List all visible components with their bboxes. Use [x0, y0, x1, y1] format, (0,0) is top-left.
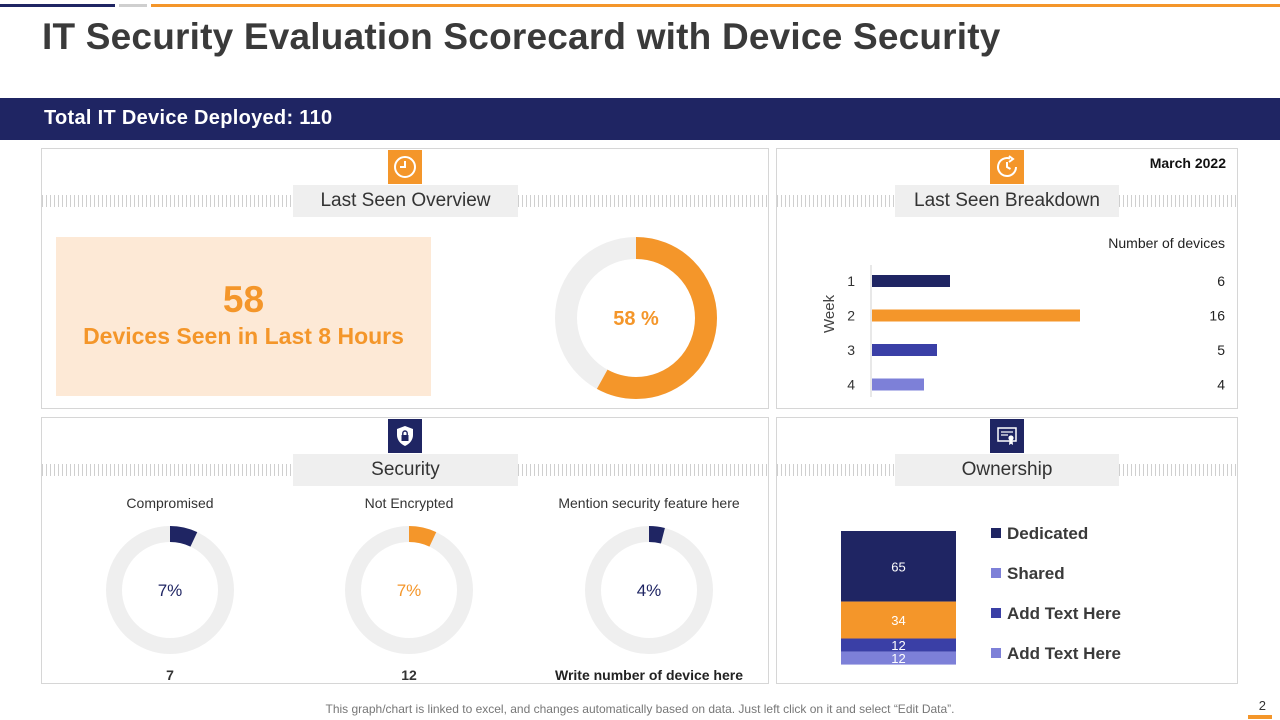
panel-stripe [518, 195, 769, 207]
security-donut: 7% [345, 526, 473, 654]
breakdown-bar [872, 344, 937, 356]
panel-stripe [518, 464, 769, 476]
ownership-bar-segment [841, 531, 956, 602]
ownership-panel: Ownership 65 34 12 12 Dedicated Shared Add Tex… [776, 417, 1238, 684]
breakdown-value-label: 5 [1217, 342, 1225, 358]
devices-seen-count: 58 [222, 279, 265, 320]
devices-seen-label: Devices Seen in Last 8 Hours [83, 323, 404, 349]
footer-note: This graph/chart is linked to excel, and… [325, 702, 955, 716]
ownership-segment-label: 12 [891, 638, 905, 653]
page-number: 2 [1258, 698, 1266, 713]
devices-seen-card: 58 Devices Seen in Last 8 Hours [56, 237, 431, 396]
legend-swatch [991, 648, 1001, 658]
ownership-segment-label: 12 [891, 651, 905, 666]
breakdown-bar [872, 378, 924, 391]
panel-title: Last Seen Breakdown [895, 185, 1119, 217]
panel-stripe [42, 195, 293, 207]
last-seen-breakdown-panel: Last Seen Breakdown March 2022 Number of… [776, 148, 1238, 409]
panel-title: Last Seen Overview [293, 185, 518, 217]
breakdown-bar-chart: 1 62 163 54 4 [847, 265, 1225, 397]
legend-label: Shared [1007, 564, 1065, 583]
donut-percent-label: 58 % [613, 308, 659, 330]
legend-swatch [991, 568, 1001, 578]
security-panel: Security Compromised Not Encrypted Menti… [41, 417, 769, 684]
clock-refresh-icon [990, 150, 1024, 184]
donut-arc [106, 526, 234, 654]
panel-title: Ownership [895, 454, 1119, 486]
security-item-label: Compromised [126, 495, 214, 511]
top-accent-gray [119, 4, 147, 7]
panel-stripe [1119, 464, 1237, 476]
legend-label: Add Text Here [1007, 644, 1121, 663]
security-item-label: Not Encrypted [364, 495, 454, 511]
legend-label: Dedicated [1007, 524, 1088, 543]
breakdown-value-label: 4 [1217, 377, 1225, 393]
breakdown-category-label: 1 [847, 273, 855, 289]
breakdown-date: March 2022 [1149, 155, 1226, 171]
donut-arc [555, 237, 717, 399]
clock-icon [388, 150, 422, 184]
security-item-count: 12 [401, 667, 417, 683]
donut-arc [585, 526, 713, 654]
legend-swatch [991, 528, 1001, 538]
breakdown-category-label: 3 [847, 342, 855, 358]
security-item-count: Write number of device here [554, 667, 743, 683]
breakdown-value-header: Number of devices [1108, 235, 1225, 251]
top-accent-orange [151, 4, 1280, 7]
page-number-underline [1248, 715, 1272, 719]
breakdown-value-label: 6 [1217, 273, 1225, 289]
legend-swatch [991, 608, 1001, 618]
ownership-segment-label: 34 [891, 613, 905, 628]
breakdown-bar [872, 275, 950, 287]
breakdown-value-label: 16 [1209, 308, 1225, 324]
last-seen-donut: 58 % [555, 237, 717, 399]
top-accent-navy [0, 4, 115, 7]
panel-stripe [777, 464, 895, 476]
panel-stripe [42, 464, 293, 476]
certificate-icon [990, 419, 1024, 453]
security-item-label: Mention security feature here [558, 495, 740, 511]
panel-stripe [777, 195, 895, 207]
panel-title: Security [293, 454, 518, 486]
donut-arc [345, 526, 473, 654]
breakdown-bar [872, 309, 1080, 322]
ownership-bar-segment [841, 638, 956, 652]
page-title: IT Security Evaluation Scorecard with De… [42, 16, 1001, 57]
security-item-count: 7 [166, 667, 174, 683]
security-donut: 4% [585, 526, 713, 654]
last-seen-overview-panel: Last Seen Overview 58 Devices Seen in La… [41, 148, 769, 409]
breakdown-category-label: 2 [847, 308, 855, 324]
donut-percent-label: 7% [397, 581, 422, 600]
ownership-bar-segment [841, 651, 956, 665]
total-devices-banner: Total IT Device Deployed: 110 [0, 98, 1280, 140]
ownership-segment-label: 65 [891, 559, 905, 574]
donut-percent-label: 4% [637, 581, 662, 600]
breakdown-category-label: 4 [847, 377, 855, 393]
panel-stripe [1119, 195, 1237, 207]
ownership-bar-segment [841, 601, 956, 639]
legend-label: Add Text Here [1007, 604, 1121, 623]
donut-percent-label: 7% [158, 581, 183, 600]
security-donut: 7% [106, 526, 234, 654]
total-devices-text: Total IT Device Deployed: 110 [44, 107, 333, 129]
shield-lock-icon [388, 419, 422, 453]
